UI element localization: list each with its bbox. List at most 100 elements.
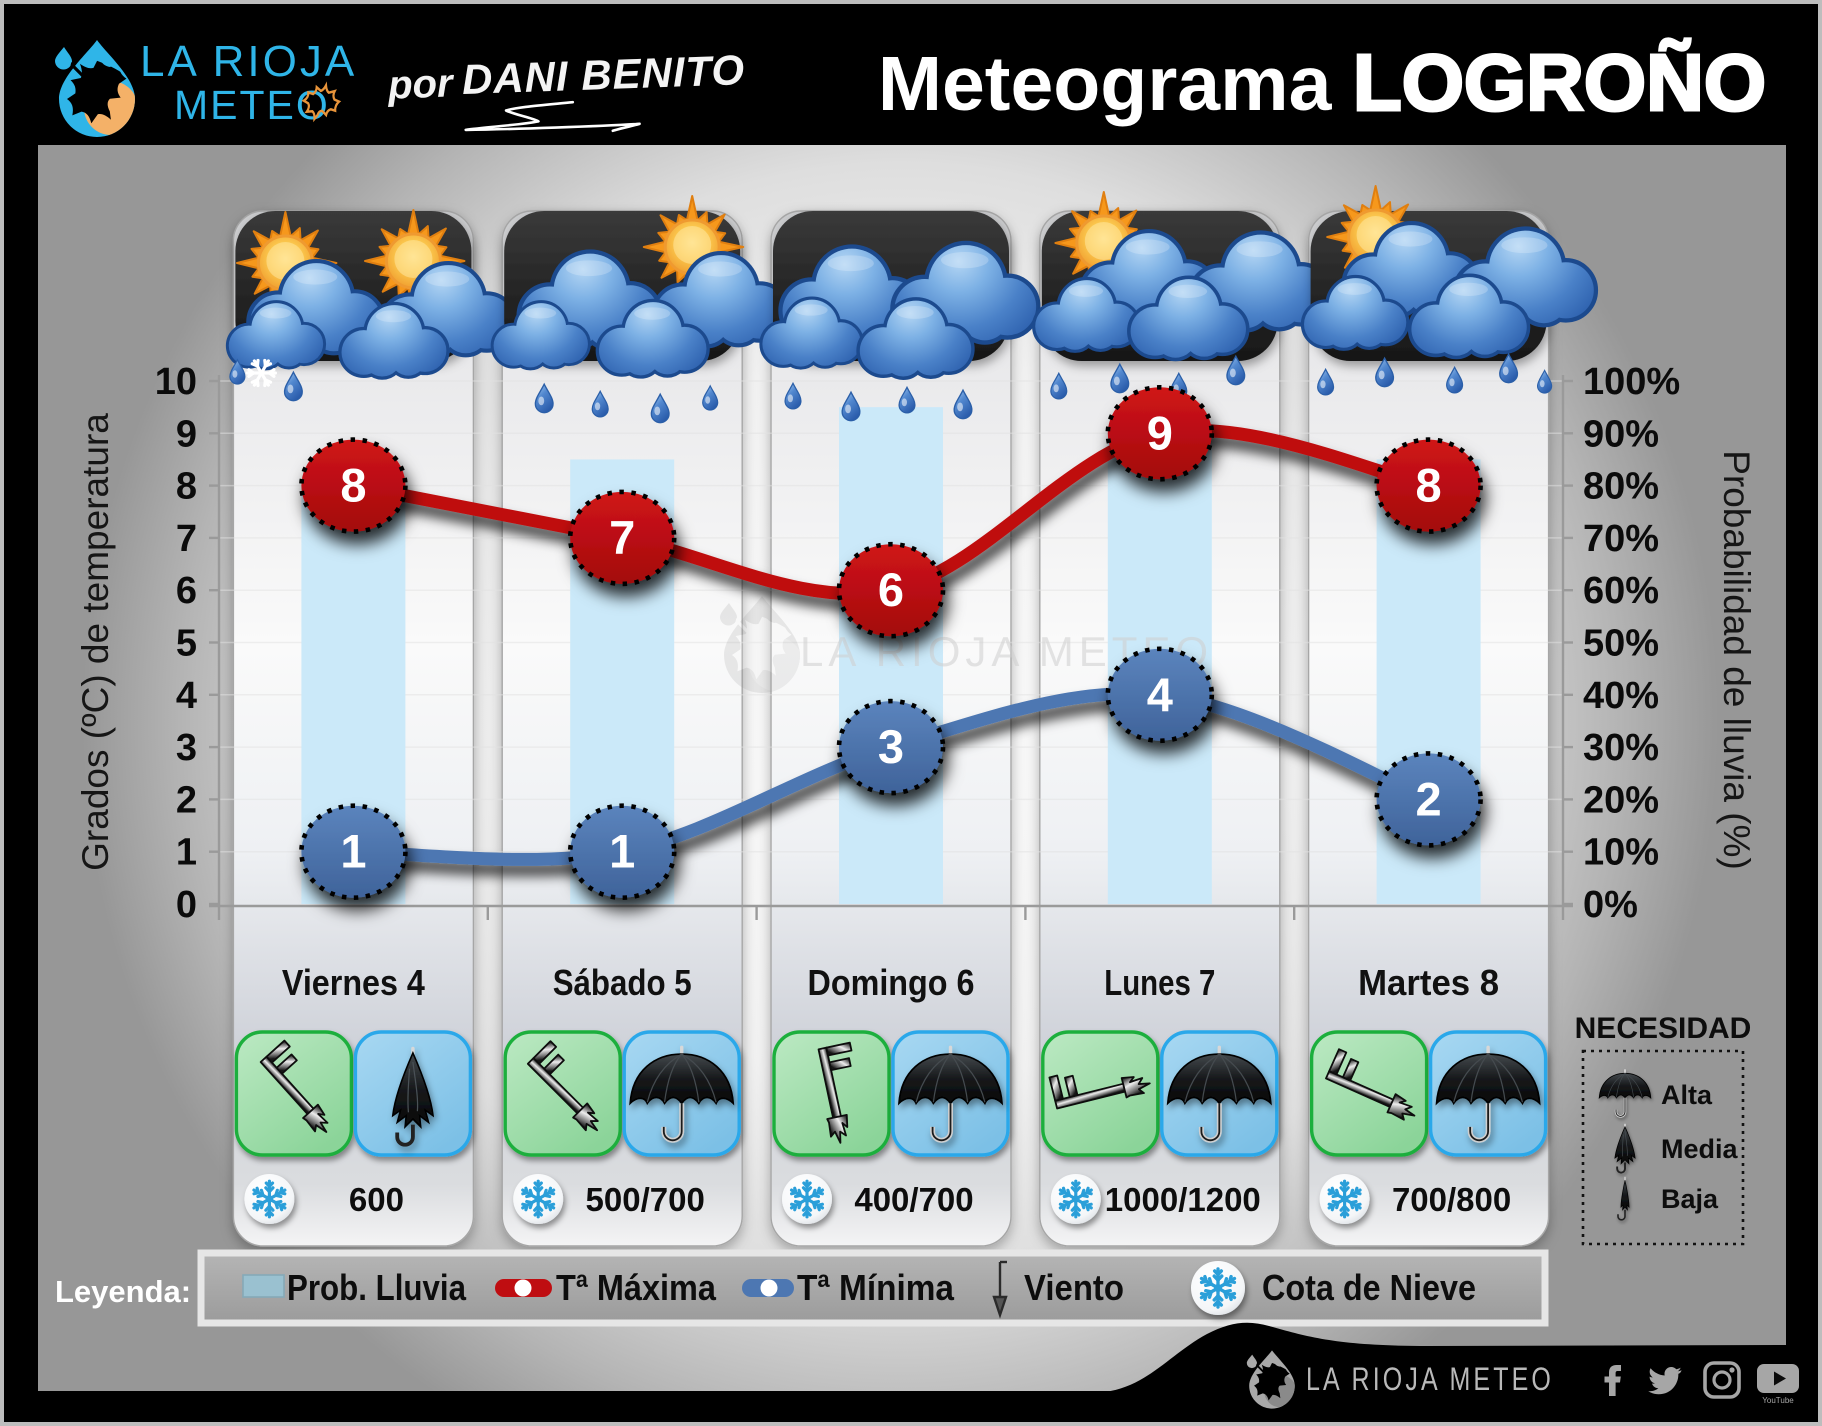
snow-level-value-1: 600: [349, 1181, 404, 1218]
wind-box-2: [503, 1030, 622, 1157]
day-label-3: Domingo 6: [808, 962, 975, 1003]
rain-bar-3: [839, 407, 943, 904]
legend-item-tmax: Tª Máxima: [495, 1267, 717, 1308]
day-cards: Viernes 4 600 Sábado 5 500/700 Domingo 6 400/…: [234, 962, 1548, 1224]
day-card-2: Sábado 5 500/700: [503, 962, 741, 1224]
youtube-icon[interactable]: YouTube: [1757, 1364, 1799, 1405]
right-axis-ticks: 0% 10% 20% 30% 40% 50% 60% 70% 80% 90% 100%: [1583, 361, 1680, 926]
left-tick-10: 10: [155, 361, 197, 403]
blue-line-marker-icon: [742, 1279, 794, 1297]
rain-bar-swatch-icon: [242, 1274, 285, 1298]
legend-item-prob-lluvia: Prob. Lluvia: [242, 1267, 467, 1308]
weather-icon-group-2: [494, 194, 787, 424]
wind-box-3: [772, 1030, 891, 1157]
social-icons: YouTube: [1604, 1361, 1799, 1405]
right-tick-90%: 90%: [1583, 413, 1659, 455]
facebook-icon[interactable]: [1604, 1365, 1622, 1396]
day-label-4: Lunes 7: [1104, 962, 1215, 1003]
legend-caption: Leyenda:: [55, 1274, 191, 1309]
necesidad-item-media: Media: [1613, 1123, 1739, 1174]
day-card-5: Martes 8 700/800: [1309, 962, 1548, 1224]
day-label-5: Martes 8: [1358, 962, 1499, 1003]
umbrella-box-2: [622, 1030, 741, 1157]
umbrella-box-5: [1428, 1030, 1548, 1157]
tmin-marker-4: 4: [1105, 646, 1215, 744]
brand-name-line2: METEO: [174, 82, 330, 128]
weather-icons-row: [229, 184, 1594, 424]
tmax-value-2: 7: [609, 511, 635, 564]
instagram-icon[interactable]: [1703, 1361, 1741, 1399]
right-tick-30%: 30%: [1583, 727, 1659, 769]
brand-logo[interactable]: [49, 40, 141, 137]
day-label-1: Viernes 4: [282, 962, 425, 1003]
tmax-marker-3: 6: [836, 541, 946, 639]
day-card-4: Lunes 7 1000/1200: [1041, 962, 1279, 1224]
tmin-marker-1: 1: [299, 803, 408, 901]
day-label-2: Sábado 5: [553, 962, 692, 1003]
byline-name: DANI BENITO: [461, 46, 746, 103]
brand-name-line1: LA RIOJA: [140, 37, 357, 86]
snow-level-4: 1000/1200: [1050, 1174, 1261, 1224]
left-axis-ticks: 0 1 2 3 4 5 6 7 8 9 10: [155, 361, 197, 926]
weather-icon-group-1: [229, 208, 514, 402]
tmin-value-4: 4: [1147, 668, 1173, 721]
tmin-marker-5: 2: [1374, 751, 1483, 848]
weather-icon-group-3: [762, 211, 1036, 422]
left-tick-9: 9: [176, 413, 197, 455]
twitter-icon[interactable]: [1648, 1367, 1682, 1395]
right-tick-100%: 100%: [1583, 361, 1680, 403]
day-card-3: Domingo 6 400/700: [772, 962, 1010, 1224]
tmin-marker-2: 1: [567, 803, 677, 901]
tmax-marker-2: 7: [567, 489, 677, 587]
legend-item-cota-nieve: Cota de Nieve: [1191, 1261, 1476, 1315]
tmin-value-3: 3: [878, 720, 904, 773]
byline-signature-squiggle: [464, 100, 641, 133]
tmax-marker-5: 8: [1374, 437, 1483, 534]
left-tick-2: 2: [176, 779, 197, 821]
legend-item-viento: Viento: [992, 1260, 1124, 1319]
snow-level-2: 500/700: [513, 1174, 705, 1224]
legend-label-viento: Viento: [1024, 1267, 1124, 1308]
left-tick-6: 6: [176, 570, 197, 612]
right-tick-10%: 10%: [1583, 832, 1659, 874]
snow-level-value-5: 700/800: [1392, 1181, 1511, 1218]
necesidad-label-media: Media: [1661, 1134, 1739, 1164]
tmin-marker-3: 3: [836, 698, 946, 796]
left-axis-title: Grados (ºC) de temperatura: [75, 413, 116, 871]
tmin-value-2: 1: [609, 825, 635, 878]
day-card-1: Viernes 4 600: [234, 962, 473, 1224]
tmax-value-5: 8: [1416, 459, 1442, 512]
left-tick-4: 4: [176, 675, 197, 717]
snow-level-3: 400/700: [782, 1174, 974, 1224]
umbrella-box-3: [891, 1030, 1010, 1157]
tmin-value-1: 1: [340, 825, 366, 878]
axes: [209, 375, 1573, 920]
left-tick-8: 8: [176, 466, 197, 508]
wind-box-1: [234, 1030, 354, 1157]
necesidad-label-baja: Baja: [1661, 1184, 1719, 1214]
snow-level-1: 600: [244, 1174, 404, 1224]
necesidad-item-baja: Baja: [1617, 1176, 1719, 1221]
legend-label-tmin: Tª Mínima: [797, 1267, 955, 1308]
umbrella-box-1: [353, 1030, 473, 1157]
necesidad-title: NECESIDAD: [1575, 1012, 1752, 1045]
tmax-value-4: 9: [1147, 406, 1173, 459]
right-tick-0%: 0%: [1583, 884, 1638, 926]
necesidad-label-alta: Alta: [1661, 1080, 1713, 1110]
snow-level-value-2: 500/700: [586, 1181, 705, 1218]
chart-legend: Leyenda: Prob. Lluvia Tª Máxima Tª Mínima Vi…: [55, 1249, 1549, 1327]
left-tick-7: 7: [176, 518, 197, 560]
youtube-label: YouTube: [1762, 1396, 1794, 1405]
umbrella-box-4: [1160, 1030, 1279, 1157]
tmin-value-5: 2: [1416, 772, 1442, 825]
left-tick-5: 5: [176, 623, 197, 665]
wind-box-5: [1309, 1030, 1429, 1157]
weather-icon-group-4: [1035, 190, 1329, 400]
legend-label-prob-lluvia: Prob. Lluvia: [287, 1267, 467, 1308]
footer: LA RIOJA METEO YouTube: [1105, 1322, 1799, 1409]
snow-level-5: 700/800: [1319, 1174, 1511, 1224]
byline: por DANI BENITO: [386, 46, 746, 133]
page-title: Meteograma LOGROÑO: [878, 38, 1766, 127]
legend-item-tmin: Tª Mínima: [742, 1267, 955, 1308]
